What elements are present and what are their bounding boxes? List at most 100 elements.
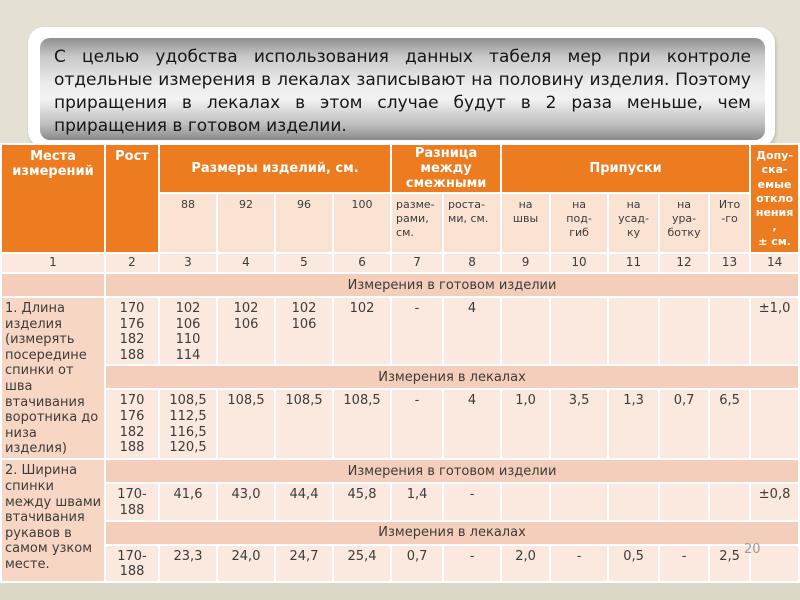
header-size-92: 92 <box>218 194 274 252</box>
table-cell: - <box>551 545 608 581</box>
table-cell <box>609 484 659 520</box>
table-cell <box>710 298 750 365</box>
header-diff-sizes: разме- рами, см. <box>392 194 443 252</box>
table-cell: 24,7 <box>276 545 332 581</box>
table-cell: ±1,0 <box>751 298 799 365</box>
table-cell: 0,7 <box>392 545 443 581</box>
column-number: 10 <box>551 254 608 272</box>
column-number-row: 1 2 3 4 5 6 7 8 9 10 11 12 13 14 <box>2 254 799 272</box>
band-label: Измерения в готовом изделии <box>106 274 799 296</box>
table-cell <box>551 298 608 365</box>
table-row: 170-188 23,3 24,0 24,7 25,4 0,7 - 2,0 - … <box>2 545 799 581</box>
table-cell: 1,0 <box>502 390 550 459</box>
table-cell <box>660 298 709 365</box>
column-number: 12 <box>660 254 709 272</box>
table-cell: ±0,8 <box>751 484 799 520</box>
table-row: 88 92 96 100 разме- рами, см. роста- ми,… <box>2 194 798 252</box>
table-cell <box>660 484 709 520</box>
header-allow-seams: на швы <box>502 194 550 252</box>
band-label: Измерения в готовом изделии <box>106 460 799 483</box>
table-cell <box>710 484 750 520</box>
header-places: Места измерений <box>2 145 104 252</box>
table-row: 1. Длина изделия (измерять посередине сп… <box>2 298 799 459</box>
table-cell: 108,5 <box>218 390 274 459</box>
intro-text: С целью удобства использования данных та… <box>54 47 751 136</box>
table-cell: - <box>392 390 443 459</box>
section-band-row: Измерения в лекалах <box>2 366 799 389</box>
table-cell: 0,7 <box>660 390 709 459</box>
column-number: 9 <box>502 254 550 272</box>
table-cell: 170 176 182 188 <box>106 298 158 365</box>
band-label: Измерения в лекалах <box>106 521 799 544</box>
column-number: 7 <box>392 254 443 272</box>
header-allow-urab: на ура- ботку <box>660 194 709 252</box>
band-spacer-cell <box>2 274 104 296</box>
table-cell: 108,5 <box>334 390 391 459</box>
header-size-100: 100 <box>334 194 391 252</box>
table-cell: 1,4 <box>392 484 443 520</box>
table-cell: - <box>444 484 501 520</box>
table-cell: 102 106 110 114 <box>160 298 216 365</box>
table-cell: 102 106 <box>276 298 332 365</box>
header-size-88: 88 <box>160 194 216 252</box>
table-cell: 108,5 <box>276 390 332 459</box>
table-cell <box>502 484 550 520</box>
header-allow-hem: на под- гиб <box>551 194 608 252</box>
header-diff-rosts: роста- ми, см. <box>444 194 501 252</box>
table-cell: 41,6 <box>160 484 216 520</box>
table-cell: - <box>444 545 501 581</box>
table-cell: 4 <box>444 298 501 365</box>
section-band-row: Измерения в лекалах <box>2 521 799 544</box>
header-tolerance: Допу- ска- емые откло нения , ± см. <box>751 145 799 252</box>
section-band-row: Измерения в готовом изделии <box>2 274 799 296</box>
column-number: 13 <box>710 254 750 272</box>
header-allowances-group: Припуски <box>502 145 750 192</box>
intro-gradient-panel: С целью удобства использования данных та… <box>40 38 765 140</box>
header-sizes-group: Размеры изделий, см. <box>160 145 391 192</box>
table-row: Места измерений Рост Размеры изделий, см… <box>2 145 799 252</box>
column-number: 14 <box>751 254 799 272</box>
table-cell: 25,4 <box>334 545 391 581</box>
header-allow-total: Ито -го <box>710 194 750 252</box>
table-cell <box>751 390 799 459</box>
header-rost: Рост <box>106 145 158 252</box>
table-cell: 23,3 <box>160 545 216 581</box>
table-cell: 102 <box>334 298 391 365</box>
table-row: 170 176 182 188 108,5 112,5 116,5 120,5 … <box>2 390 799 459</box>
table-cell: 43,0 <box>218 484 274 520</box>
slide-page-number: 20 <box>744 542 761 557</box>
table-cell: 108,5 112,5 116,5 120,5 <box>160 390 216 459</box>
item2-label: 2. Ширина спинки между швами втачивания … <box>2 460 104 581</box>
column-number: 3 <box>160 254 216 272</box>
table-cell: 1,3 <box>609 390 659 459</box>
column-number: 5 <box>276 254 332 272</box>
table-cell: 170-188 <box>106 545 158 581</box>
column-number: 6 <box>334 254 391 272</box>
table-cell: 170 176 182 188 <box>106 390 158 459</box>
section-band-row: 2. Ширина спинки между швами втачивания … <box>2 460 799 581</box>
header-size-96: 96 <box>276 194 332 252</box>
column-number: 11 <box>609 254 659 272</box>
column-number: 4 <box>218 254 274 272</box>
intro-card: С целью удобства использования данных та… <box>28 27 775 147</box>
table-cell <box>751 545 799 581</box>
table-cell: 2,0 <box>502 545 550 581</box>
table-cell: 2,5 <box>710 545 750 581</box>
table-cell <box>609 298 659 365</box>
table-cell: 170-188 <box>106 484 158 520</box>
table-cell: 102 106 <box>218 298 274 365</box>
table-cell <box>551 484 608 520</box>
header-diff-group: Разница между смежными <box>392 145 501 192</box>
table-cell: 3,5 <box>551 390 608 459</box>
table-cell: 6,5 <box>710 390 750 459</box>
table-cell: 24,0 <box>218 545 274 581</box>
table-row: 170-188 41,6 43,0 44,4 45,8 1,4 - ±0,8 <box>2 484 799 520</box>
table-cell: - <box>392 298 443 365</box>
measurement-table: Места измерений Рост Размеры изделий, см… <box>0 143 800 583</box>
band-label: Измерения в лекалах <box>106 366 799 389</box>
header-allow-shrink: на усад- ку <box>609 194 659 252</box>
table-cell: - <box>660 545 709 581</box>
column-number: 2 <box>106 254 158 272</box>
table-cell: 4 <box>444 390 501 459</box>
